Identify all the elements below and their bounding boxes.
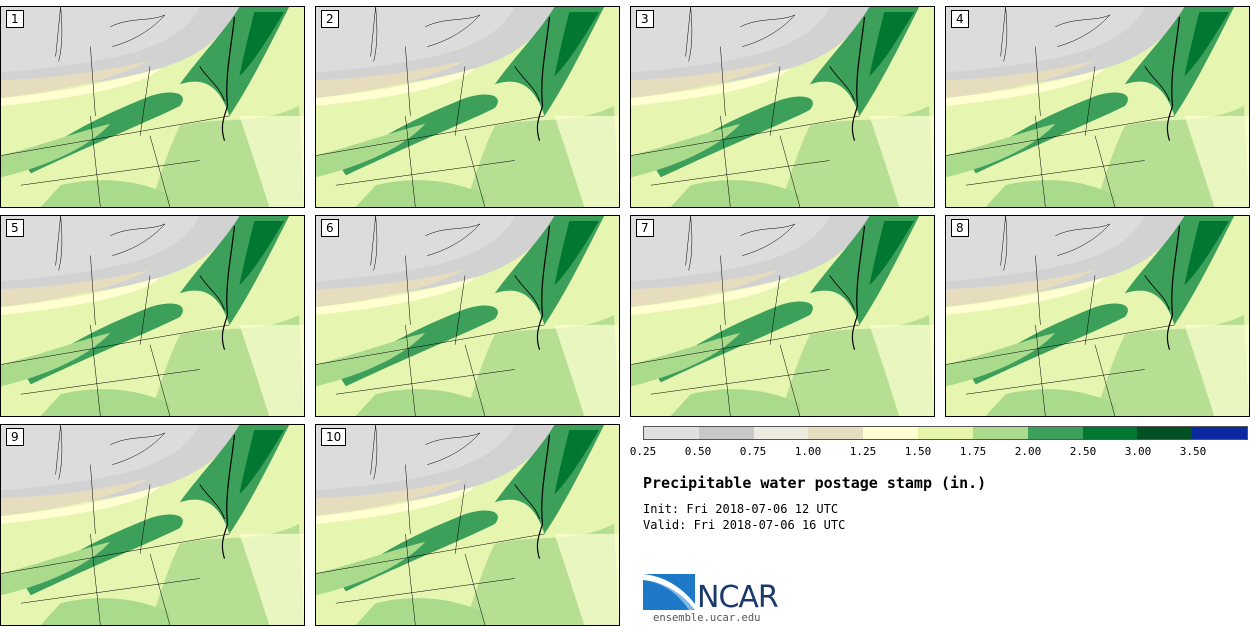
map-field — [1, 216, 304, 416]
colorbar-tick-label: 0.75 — [739, 445, 767, 458]
member-number: 2 — [321, 10, 339, 28]
member-number: 10 — [321, 428, 347, 446]
colorbar-segment — [918, 427, 973, 439]
colorbar-tick-label: 0.25 — [629, 445, 657, 458]
colorbar-segment — [1027, 427, 1083, 439]
map-field — [631, 216, 934, 416]
map-panel: 1 — [0, 6, 305, 208]
map-panel: 10 — [315, 424, 620, 626]
map-panel: 4 — [945, 6, 1250, 208]
member-number: 6 — [321, 219, 339, 237]
colorbar-segment — [1082, 427, 1138, 439]
colorbar-tick-label: 1.75 — [959, 445, 987, 458]
map-panel: 5 — [0, 215, 305, 417]
member-number: 4 — [951, 10, 969, 28]
map-field — [316, 425, 619, 625]
member-number: 1 — [6, 10, 24, 28]
member-number: 9 — [6, 428, 24, 446]
map-field — [946, 7, 1249, 207]
map-panel: 8 — [945, 215, 1250, 417]
valid-time: Valid: Fri 2018-07-06 16 UTC — [643, 518, 846, 532]
colorbar-tick-label: 0.50 — [684, 445, 712, 458]
member-number: 7 — [636, 219, 654, 237]
colorbar-tick-label: 3.50 — [1179, 445, 1207, 458]
ncar-logo-text: NCAR — [697, 580, 779, 615]
colorbar-segment — [644, 427, 699, 439]
map-field — [316, 216, 619, 416]
map-field — [1, 425, 304, 625]
colorbar-tick-label: 1.00 — [794, 445, 822, 458]
colorbar-segment — [1137, 427, 1193, 439]
chart-title: Precipitable water postage stamp (in.) — [643, 474, 987, 492]
colorbar-segment — [1192, 427, 1247, 439]
member-number: 3 — [636, 10, 654, 28]
ncar-logo-icon — [643, 574, 695, 610]
colorbar-tick-label: 3.00 — [1124, 445, 1152, 458]
map-panel: 3 — [630, 6, 935, 208]
map-panel: 6 — [315, 215, 620, 417]
init-time: Init: Fri 2018-07-06 12 UTC — [643, 502, 839, 516]
colorbar-segment — [863, 427, 919, 439]
logo-url: ensemble.ucar.edu — [653, 612, 761, 624]
map-panel: 2 — [315, 6, 620, 208]
map-panel: 9 — [0, 424, 305, 626]
colorbar-segment — [972, 427, 1028, 439]
map-field — [1, 7, 304, 207]
colorbar-segment — [753, 427, 809, 439]
colorbar-tick-label: 2.00 — [1014, 445, 1042, 458]
colorbar-tick-label: 2.50 — [1069, 445, 1097, 458]
member-number: 8 — [951, 219, 969, 237]
colorbar-tick-label: 1.25 — [849, 445, 877, 458]
colorbar-segment — [808, 427, 864, 439]
map-field — [316, 7, 619, 207]
colorbar-tick-label: 1.50 — [904, 445, 932, 458]
map-panel: 7 — [630, 215, 935, 417]
map-field — [946, 216, 1249, 416]
member-number: 5 — [6, 219, 24, 237]
map-field — [631, 7, 934, 207]
colorbar — [643, 426, 1248, 440]
colorbar-segment — [698, 427, 754, 439]
